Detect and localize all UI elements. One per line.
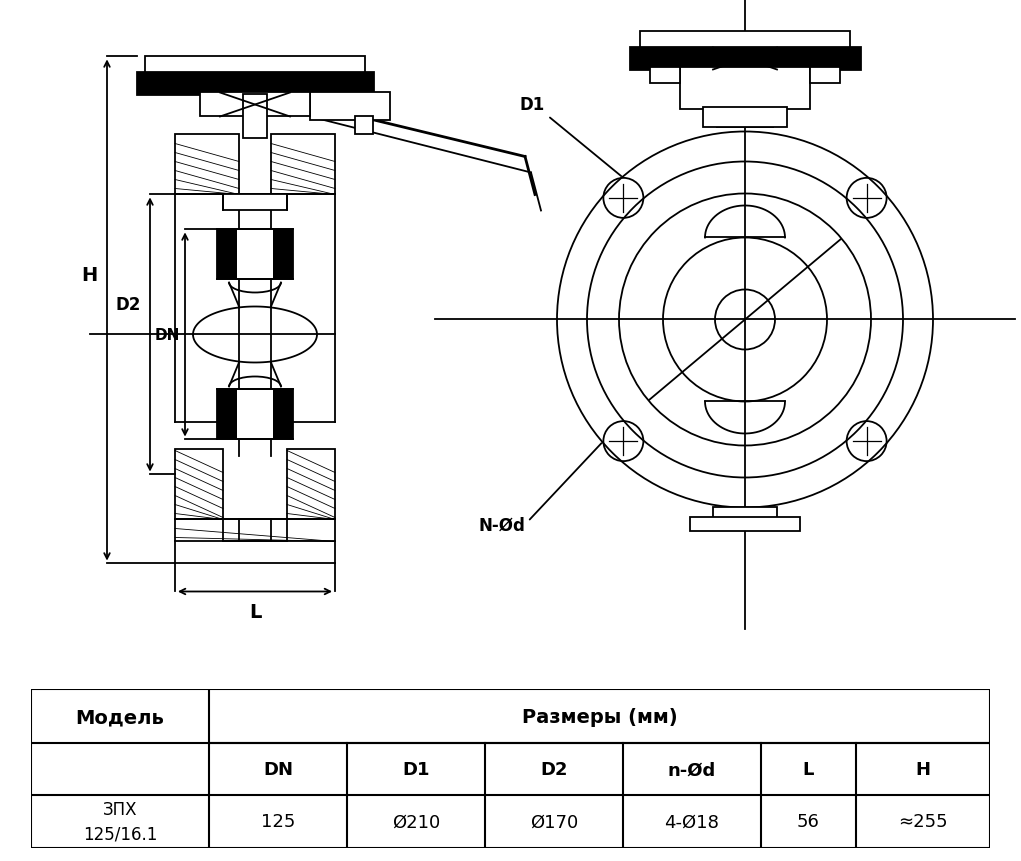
- Text: 56: 56: [796, 812, 820, 830]
- Text: Ø170: Ø170: [530, 812, 578, 830]
- Bar: [640, 33, 850, 51]
- Bar: [200, 93, 310, 117]
- Text: Ø210: Ø210: [392, 812, 440, 830]
- Bar: [175, 135, 239, 195]
- Bar: [273, 390, 293, 440]
- Text: L: L: [803, 760, 814, 778]
- Bar: [217, 390, 237, 440]
- Text: DN: DN: [263, 760, 293, 778]
- Text: 4-Ø18: 4-Ø18: [665, 812, 719, 830]
- Bar: [690, 517, 800, 532]
- Text: 125: 125: [261, 812, 295, 830]
- Text: n-Ød: n-Ød: [668, 760, 716, 778]
- Bar: [273, 230, 293, 280]
- Text: DN: DN: [154, 327, 180, 343]
- Text: D2: D2: [540, 760, 568, 778]
- Bar: [217, 230, 293, 280]
- Bar: [713, 508, 777, 520]
- Bar: [287, 450, 335, 520]
- Bar: [145, 58, 364, 76]
- Bar: [175, 520, 335, 542]
- Bar: [175, 450, 223, 520]
- Bar: [703, 108, 787, 128]
- Bar: [630, 48, 860, 71]
- Bar: [810, 68, 840, 84]
- Bar: [355, 117, 373, 135]
- Bar: [217, 390, 293, 440]
- Text: Размеры (мм): Размеры (мм): [522, 707, 678, 726]
- Text: ≈255: ≈255: [898, 812, 947, 830]
- Text: L: L: [249, 603, 261, 622]
- Text: N-Ød: N-Ød: [478, 443, 601, 534]
- Text: D2: D2: [115, 296, 141, 314]
- Text: H: H: [916, 760, 930, 778]
- Bar: [650, 68, 680, 84]
- Text: Модель: Модель: [76, 707, 164, 726]
- Bar: [271, 135, 335, 195]
- Text: D1: D1: [520, 96, 621, 177]
- Text: ЗПХ
125/16.1: ЗПХ 125/16.1: [83, 800, 157, 843]
- Text: H: H: [81, 266, 97, 285]
- Bar: [223, 195, 287, 211]
- Bar: [310, 93, 390, 121]
- Bar: [243, 96, 268, 139]
- Bar: [680, 68, 810, 110]
- Bar: [217, 230, 237, 280]
- Bar: [137, 73, 373, 96]
- Text: D1: D1: [402, 760, 430, 778]
